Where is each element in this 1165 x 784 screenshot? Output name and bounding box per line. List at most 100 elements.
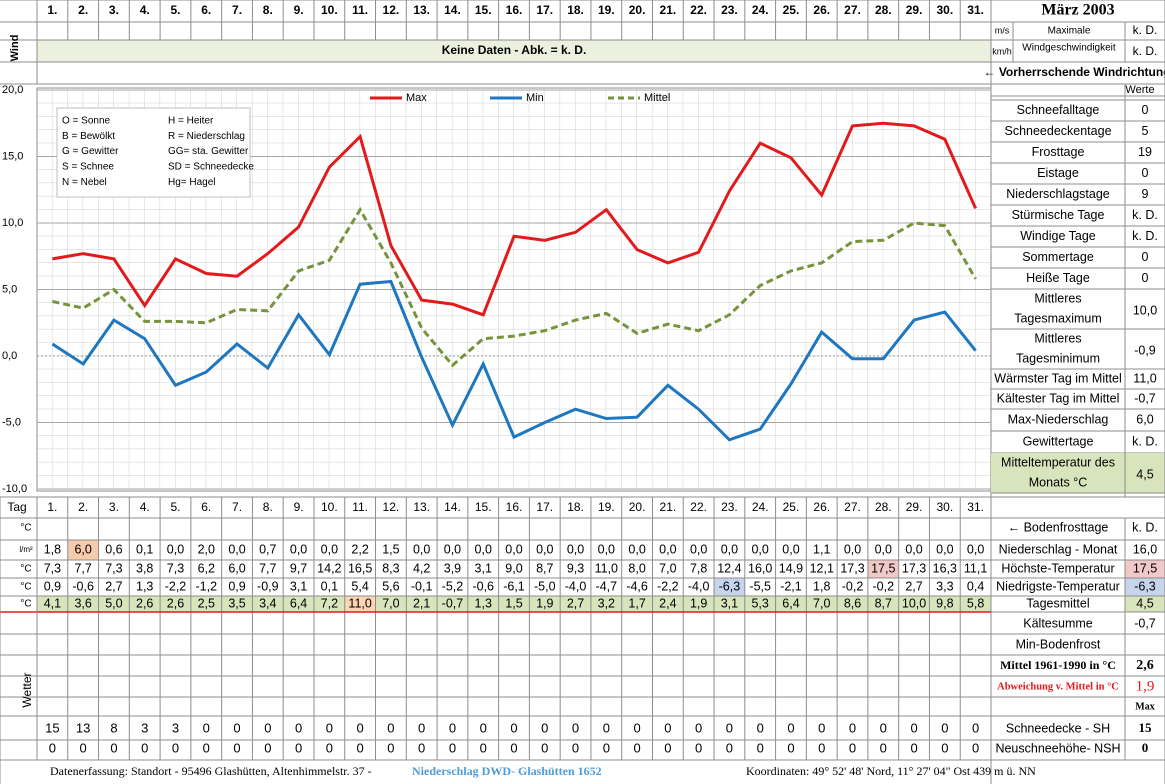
cell-value: 11,0 <box>348 596 371 610</box>
cell-value: 16,0 <box>748 561 772 575</box>
cell-value: 3,1 <box>475 561 492 575</box>
series-line <box>51 279 977 442</box>
cell-value: 3,6 <box>74 596 91 610</box>
day-header: 23. <box>721 3 738 17</box>
snow-value: 0 <box>972 720 979 735</box>
day-header: 21. <box>660 3 677 17</box>
snow-value: 0 <box>849 720 856 735</box>
legend-label: Mittel <box>644 92 670 104</box>
highlight-cell <box>344 596 376 612</box>
summary-label: Min-Bodenfrost <box>1016 637 1101 651</box>
cell-value: 0,0 <box>844 542 861 556</box>
stat-label: Windige Tage <box>1020 229 1096 243</box>
cell-value: 8,7 <box>536 561 553 575</box>
cell-value: -5,2 <box>442 579 464 593</box>
day-number: 25. <box>783 500 800 514</box>
day-header: 1. <box>47 3 57 17</box>
snow-value: 0 <box>787 720 794 735</box>
day-number: 7. <box>232 500 242 514</box>
cell-value: 7,0 <box>382 596 399 610</box>
snow-value: 0 <box>757 740 764 755</box>
day-header: 30. <box>936 3 953 17</box>
snow-value: 0 <box>326 720 333 735</box>
cell-value: 0,1 <box>136 542 153 556</box>
snow-value: 0 <box>357 720 364 735</box>
note-bar <box>37 40 991 62</box>
cell-value: 5,0 <box>105 596 122 610</box>
y-tick-label: 20,0 <box>2 84 23 96</box>
cell-value: 2,2 <box>351 542 368 556</box>
wind-unit: m/s <box>995 25 1010 35</box>
cell-value: 0,0 <box>413 542 430 556</box>
day-header: 5. <box>170 3 180 17</box>
cell-value: 0,6 <box>105 542 122 556</box>
cell-value: 0,0 <box>905 542 922 556</box>
stat-label: Max-Niederschlag <box>1008 412 1109 426</box>
cell-value: 1,5 <box>382 542 399 556</box>
cell-value: 3,3 <box>936 579 953 593</box>
cell-value: 0,0 <box>536 542 553 556</box>
cell-value: -0,6 <box>472 579 494 593</box>
weather-label: Wetter <box>20 672 34 707</box>
snow-value: 0 <box>695 720 702 735</box>
snow-value: 0 <box>787 740 794 755</box>
day-number: 16. <box>506 500 523 514</box>
stat-label: Schneedeckentage <box>1004 124 1111 138</box>
cell-value: 5,4 <box>351 579 368 593</box>
snow-value: 0 <box>541 740 548 755</box>
snow-value: 0 <box>818 740 825 755</box>
snow-value: 0 <box>941 740 948 755</box>
stat-value: -0,9 <box>1134 343 1156 357</box>
highlight-cell <box>1125 560 1165 578</box>
day-header: 16. <box>506 3 523 17</box>
day-header: 3. <box>109 3 119 17</box>
snow-value: 0 <box>387 740 394 755</box>
cell-value: 6,4 <box>782 596 799 610</box>
cell-value: 1,9 <box>690 596 707 610</box>
cell-value: -0,9 <box>257 579 279 593</box>
cell-value: -2,2 <box>657 579 679 593</box>
snow-value: 0 <box>972 740 979 755</box>
snow-value: 0 <box>664 720 671 735</box>
row-total: 16,0 <box>1133 542 1157 556</box>
cell-value: 1,3 <box>136 579 153 593</box>
cell-value: -4,7 <box>596 579 618 593</box>
cell-value: 16,3 <box>933 561 957 575</box>
series-line <box>52 121 977 317</box>
day-header: 6. <box>201 3 211 17</box>
stat-label: Frosttage <box>1032 145 1085 159</box>
y-tick-label: -10,0 <box>2 483 27 495</box>
cell-value: 12,1 <box>810 561 834 575</box>
day-number: 8. <box>263 500 273 514</box>
cell-value: 5,3 <box>751 596 768 610</box>
cell-value: -5,0 <box>534 579 556 593</box>
cell-value: -2,2 <box>165 579 187 593</box>
day-header: 13. <box>413 3 430 17</box>
legend-label: Max <box>406 92 427 104</box>
day-number: 6. <box>201 500 211 514</box>
cell-value: 8,0 <box>628 561 645 575</box>
max-label: Max <box>1135 701 1154 712</box>
cell-value: 3,5 <box>228 596 245 610</box>
cell-value: 14,2 <box>317 561 341 575</box>
snow-value: 0 <box>910 720 917 735</box>
cell-value: 7,0 <box>659 561 676 575</box>
snow-value: 0 <box>880 720 887 735</box>
cell-value: 2,7 <box>105 579 122 593</box>
symbol-entry: GG= sta. Gewitter <box>168 146 249 157</box>
cell-value: 7,7 <box>74 561 91 575</box>
y-tick-label: 0,0 <box>2 350 17 362</box>
footer-left: Datenerfassung: Standort - 95496 Glashüt… <box>50 764 372 778</box>
cell-value: 0,0 <box>967 542 984 556</box>
stat-label: Eistage <box>1037 166 1079 180</box>
cell-value: -4,0 <box>565 579 587 593</box>
cell-value: 0,0 <box>782 542 799 556</box>
cell-value: 0,9 <box>44 579 61 593</box>
day-header: 27. <box>844 3 861 17</box>
snow-value: 0 <box>80 740 87 755</box>
stat-label: Mitteltemperatur des <box>1001 455 1115 469</box>
day-number: 27. <box>844 500 861 514</box>
stat-value: 5 <box>1142 124 1149 138</box>
symbol-entry: O = Sonne <box>62 116 111 127</box>
cell-value: 0,0 <box>505 542 522 556</box>
